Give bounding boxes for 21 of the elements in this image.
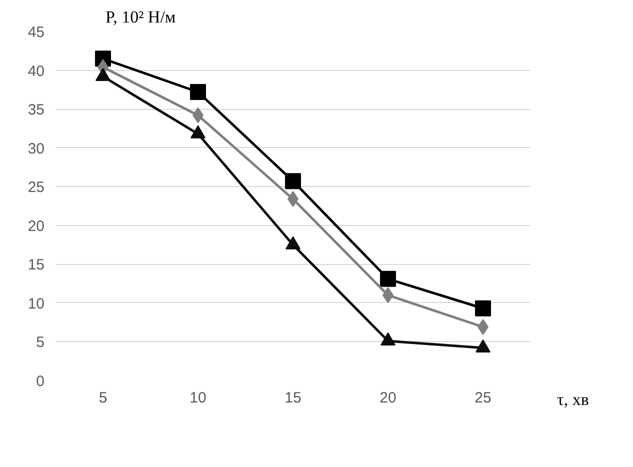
y-tick-label: 10 xyxy=(28,295,45,312)
point xyxy=(380,270,396,287)
y-tick-label: 45 xyxy=(28,24,45,41)
y-axis-title: P, 10² Н/м xyxy=(106,8,176,26)
y-tick-label: 5 xyxy=(36,334,44,352)
y-tick-label: 15 xyxy=(28,256,45,274)
y-tick-label: 20 xyxy=(28,218,45,235)
y-tick-label: 40 xyxy=(28,62,45,80)
point xyxy=(285,173,301,190)
x-tick-label: 15 xyxy=(284,390,302,406)
y-tick-label: 30 xyxy=(28,140,45,158)
point xyxy=(190,84,206,100)
y-tick-label: 35 xyxy=(28,102,45,119)
y-tick-label: 0 xyxy=(36,373,44,390)
x-tick-label: 5 xyxy=(98,390,108,406)
point xyxy=(475,300,491,316)
x-tick-label: 25 xyxy=(474,390,492,406)
x-axis-title: τ, хв xyxy=(557,389,589,411)
x-tick-label: 10 xyxy=(190,390,206,406)
y-tick-label: 25 xyxy=(28,179,45,196)
x-tick-label: 20 xyxy=(380,390,396,406)
